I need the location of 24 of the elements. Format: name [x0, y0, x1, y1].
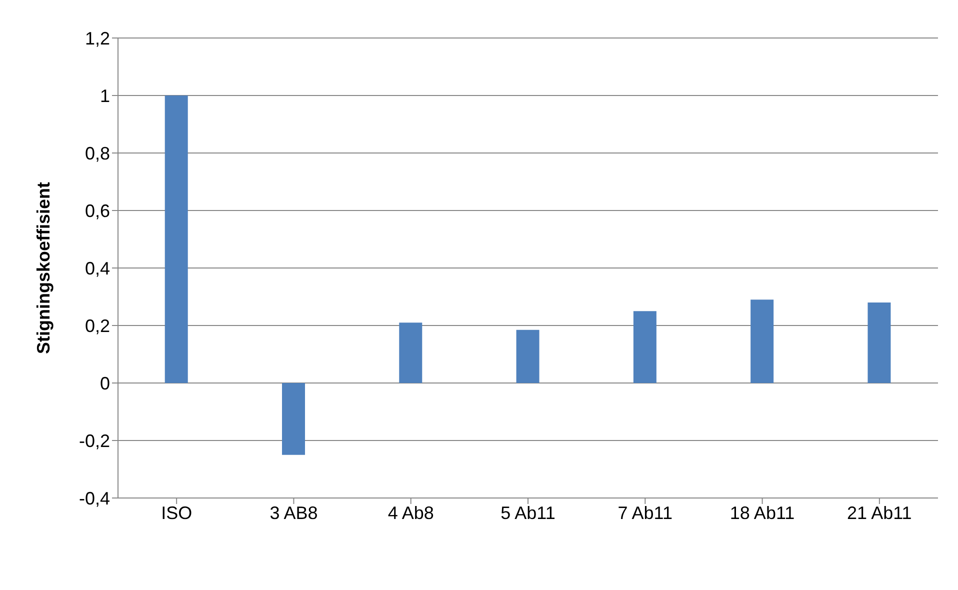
y-tick-label: -0,2	[78, 430, 110, 451]
x-tick-label: 4 Ab8	[388, 502, 434, 523]
y-tick-label: -0,4	[78, 488, 110, 508]
bar	[399, 322, 422, 383]
x-tick-label: 21 Ab11	[847, 502, 912, 523]
x-tick-label: 3 AB8	[270, 502, 318, 523]
bar	[164, 96, 188, 383]
bar	[282, 383, 305, 455]
y-axis-title: Stigningskoeffisient	[33, 182, 54, 354]
y-tick-label: 0,2	[84, 316, 110, 336]
bar	[868, 302, 891, 383]
y-tick-label: 1	[100, 86, 110, 106]
y-tick-label: 0,8	[84, 143, 110, 164]
bar	[633, 311, 656, 383]
bar	[516, 330, 540, 383]
x-tick-label: ISO	[161, 502, 192, 523]
x-tick-label: 5 Ab11	[500, 502, 556, 523]
y-tick-label: 1,2	[84, 28, 110, 48]
y-tick-label: 0,6	[84, 200, 110, 221]
x-tick-label: 18 Ab11	[730, 502, 795, 523]
y-tick-label: 0	[100, 373, 110, 394]
x-tick-label: 7 Ab11	[618, 502, 673, 523]
y-tick-label: 0,4	[84, 258, 110, 278]
bar	[750, 300, 774, 383]
